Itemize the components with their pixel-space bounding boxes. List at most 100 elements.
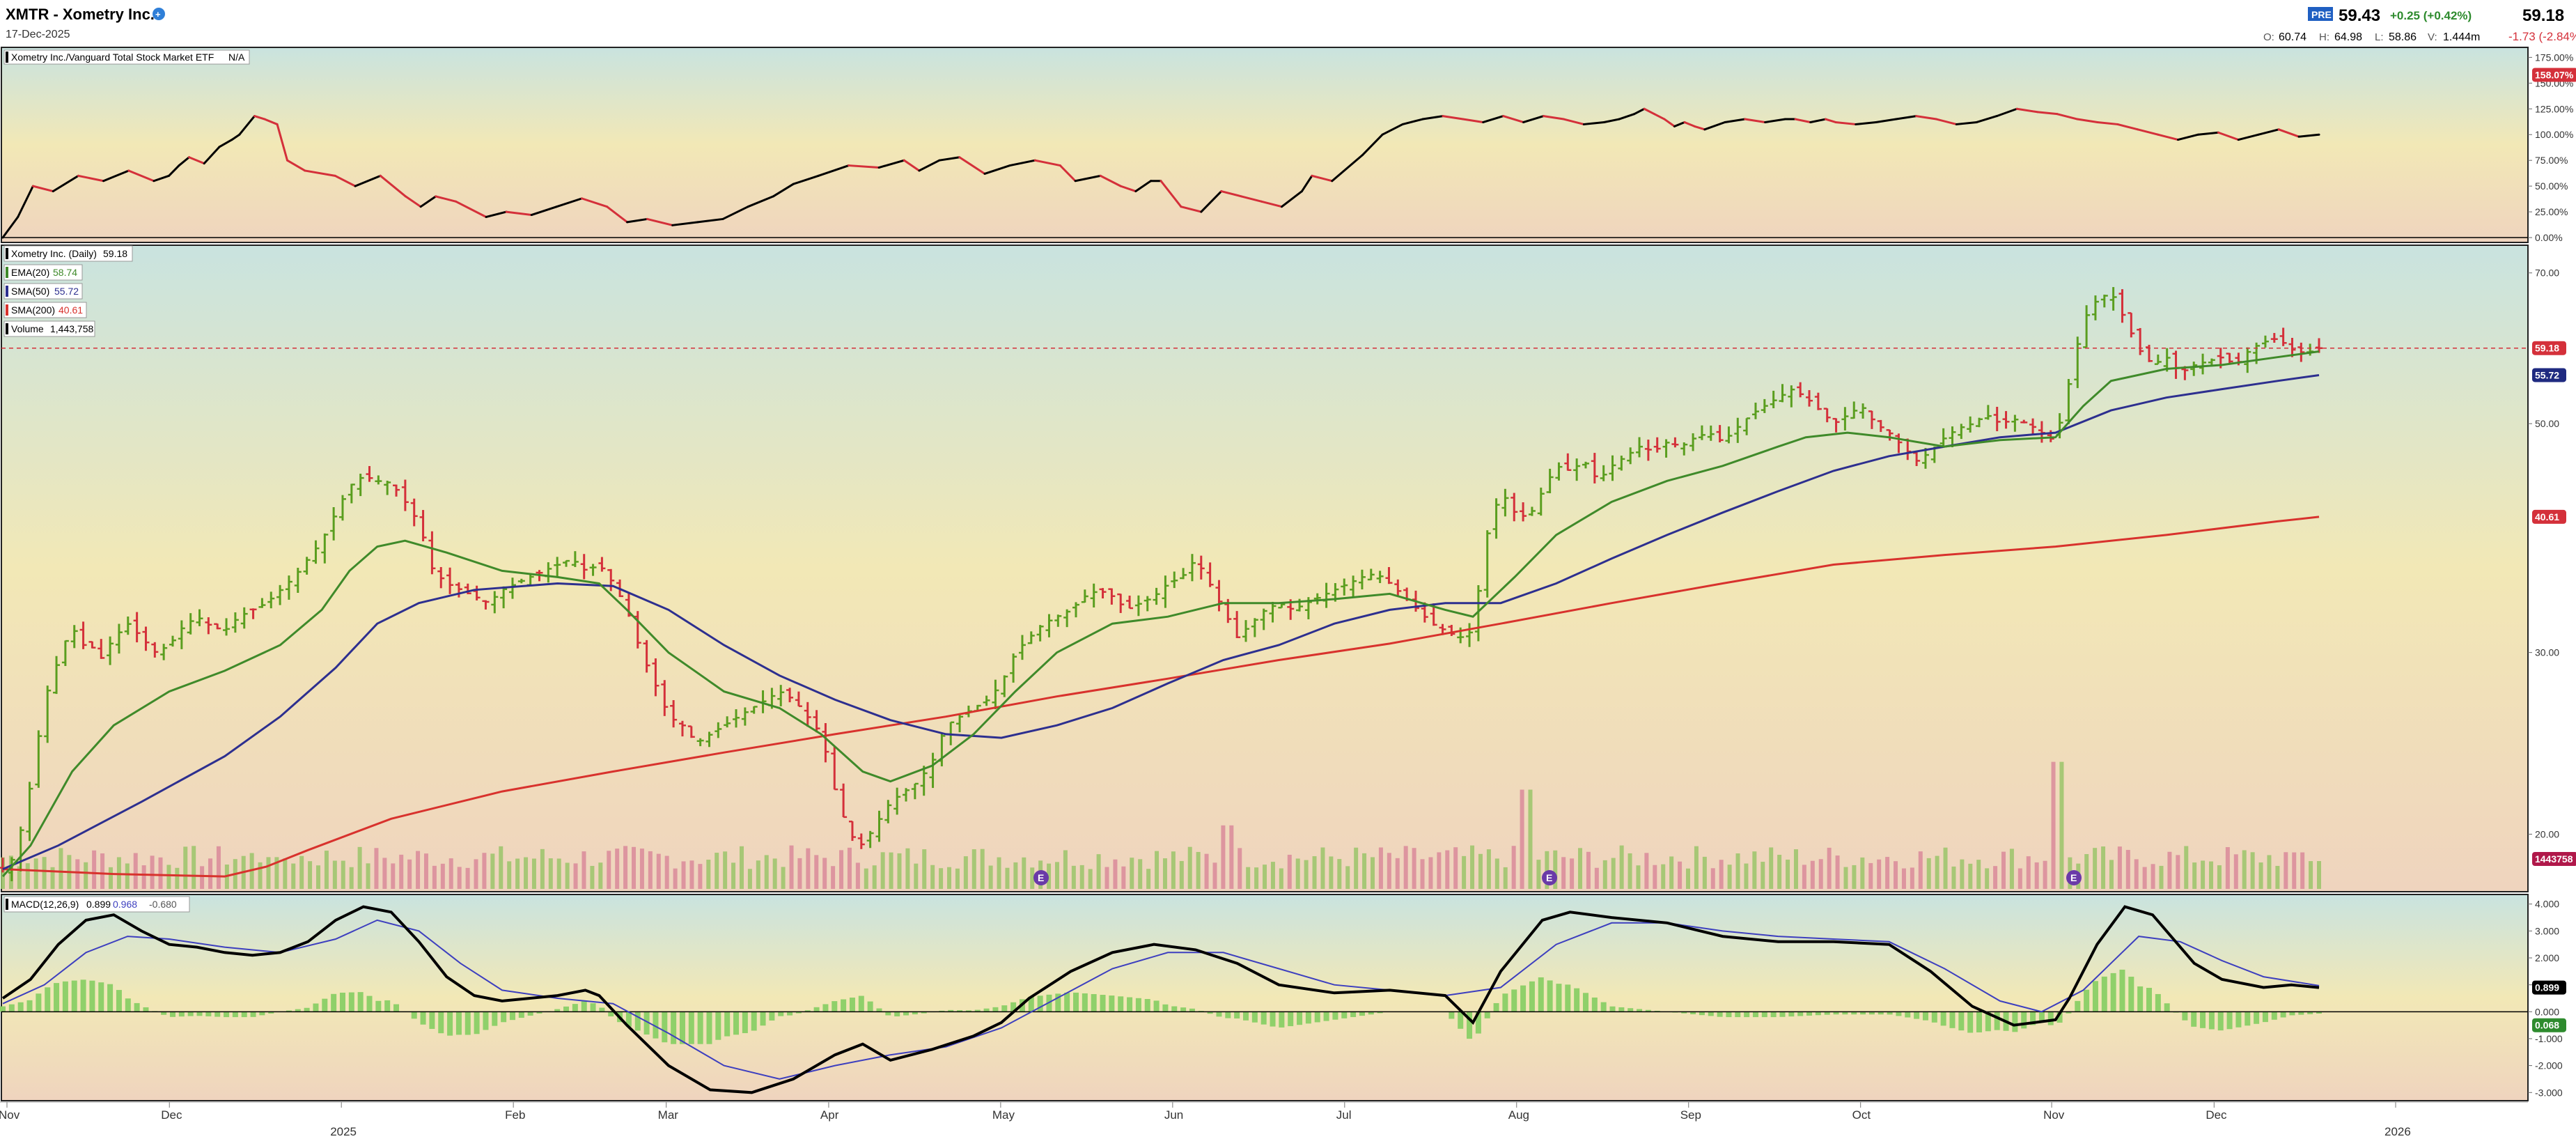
low-value: 58.86 — [2389, 31, 2417, 43]
earnings-marker[interactable] — [1033, 870, 1049, 885]
volume-bar — [2184, 846, 2189, 889]
macd-hist-bar — [509, 1012, 515, 1021]
ema20-legend-value: 58.74 — [53, 267, 77, 278]
rs-segment — [1502, 115, 1525, 123]
macd-hist-bar — [1574, 988, 1580, 1012]
rs-segment — [1119, 185, 1137, 193]
macd-hist-bar — [1216, 1012, 1222, 1017]
macd-hist-bar — [26, 1000, 33, 1012]
x-tick-label: Feb — [505, 1108, 525, 1122]
macd-hist-bar — [1985, 1012, 1991, 1032]
macd-hist-bar — [974, 1009, 981, 1012]
rs-segment — [1875, 118, 1898, 123]
volume-bar — [266, 857, 271, 889]
volume-bar — [1727, 865, 1732, 889]
volume-bar — [1013, 862, 1018, 889]
macd-hist-bar — [1565, 984, 1571, 1012]
x-tick-label: 2025 — [330, 1125, 357, 1138]
volume-bar — [1155, 851, 1160, 889]
rs-segment — [772, 183, 795, 198]
macd-hist-bar — [2110, 973, 2116, 1012]
rs-segment — [918, 159, 941, 172]
macd-hist-bar — [62, 981, 68, 1012]
macd-hist-bar — [1279, 1012, 1285, 1028]
volume-bar — [756, 860, 760, 889]
volume-bar — [1437, 852, 1442, 889]
macd-hist-bar — [1260, 1012, 1267, 1025]
macd-hist-bar — [143, 1007, 149, 1012]
price-panel[interactable] — [1, 245, 2529, 892]
volume-bar — [1079, 865, 1084, 889]
volume-bar — [1, 857, 5, 889]
macd-hist-bar — [2021, 1012, 2027, 1029]
macd-hist-bar — [1833, 1012, 1839, 1015]
macd-hist-bar — [1073, 992, 1079, 1012]
macd-hist-bar — [2101, 976, 2107, 1012]
macd-hist-bar — [1914, 1012, 1920, 1019]
earnings-marker[interactable] — [1542, 870, 1557, 885]
macd-hist-bar — [1127, 997, 1133, 1012]
volume-bar — [1885, 857, 1890, 889]
volume-bar — [357, 846, 362, 889]
volume-bar — [1901, 868, 1906, 889]
rs-panel[interactable] — [1, 47, 2529, 243]
volume-bar — [1403, 846, 1408, 889]
rs-last-value-badge: 158.07% — [2535, 69, 2574, 80]
rs-segment — [1582, 121, 1605, 125]
macd-hist-bar — [1046, 994, 1052, 1012]
macd-hist-bar — [232, 1012, 238, 1018]
volume-bar — [2258, 862, 2263, 889]
sma50-legend-name: SMA(50) — [11, 286, 49, 297]
macd-tick-label: 3.000 — [2535, 925, 2559, 936]
macd-hist-bar — [1637, 1009, 1643, 1012]
volume-legend-name: Volume — [11, 323, 44, 334]
earnings-marker[interactable] — [2066, 870, 2082, 885]
volume-bar — [100, 853, 105, 889]
macd-signal-line — [2, 919, 2320, 1080]
macd-hist-bar — [1207, 1012, 1213, 1014]
volume-bar — [1636, 865, 1641, 889]
macd-hist-bar — [2056, 1012, 2063, 1023]
rs-last-value-badge-bg — [2532, 68, 2576, 82]
macd-hist-bar — [1806, 1012, 1813, 1016]
macd-hist-bar — [1144, 999, 1150, 1012]
volume-bar — [1453, 847, 1458, 889]
rs-segment — [1602, 118, 1621, 123]
macd-hist-bar — [1905, 1012, 1911, 1018]
rs-segment — [1955, 121, 1978, 125]
volume-bar — [366, 863, 370, 889]
volume-bar — [1470, 845, 1475, 889]
volume-bar — [299, 855, 304, 889]
macd-hist-bar — [17, 1002, 24, 1012]
rs-segment — [1, 215, 19, 239]
macd-hist-bar — [1797, 1012, 1804, 1016]
volume-bar — [980, 849, 985, 889]
ema20-legend-name: EMA(20) — [11, 267, 49, 278]
volume-bar — [1611, 858, 1616, 889]
macd-hist-bar — [1502, 993, 1508, 1012]
macd-hist-bar — [1842, 1012, 1848, 1015]
info-icon[interactable] — [153, 8, 165, 20]
volume-bar — [1054, 862, 1059, 889]
sma200-badge-bg — [2532, 509, 2566, 524]
volume-bar — [1104, 867, 1109, 889]
macd-hist-bar — [2084, 989, 2090, 1012]
rs-segment — [1618, 113, 1636, 121]
signal-badge: 0.068 — [2535, 1020, 2559, 1031]
volume-bar — [341, 860, 345, 889]
rs-segment — [1543, 115, 1565, 121]
macd-hist-bar — [420, 1012, 426, 1025]
rs-segment — [1180, 206, 1203, 213]
macd-hist-bar — [1484, 1012, 1490, 1018]
macd-hist-bar — [134, 1002, 140, 1012]
earnings-marker-label: E — [2070, 872, 2077, 883]
volume-bar — [84, 862, 88, 889]
volume-bar — [1852, 865, 1857, 889]
rs-segment — [1915, 115, 1937, 121]
rs-segment — [1673, 121, 1686, 127]
rs-segment — [2277, 128, 2300, 138]
volume-bar — [1528, 789, 1533, 889]
volume-bar — [822, 858, 827, 889]
